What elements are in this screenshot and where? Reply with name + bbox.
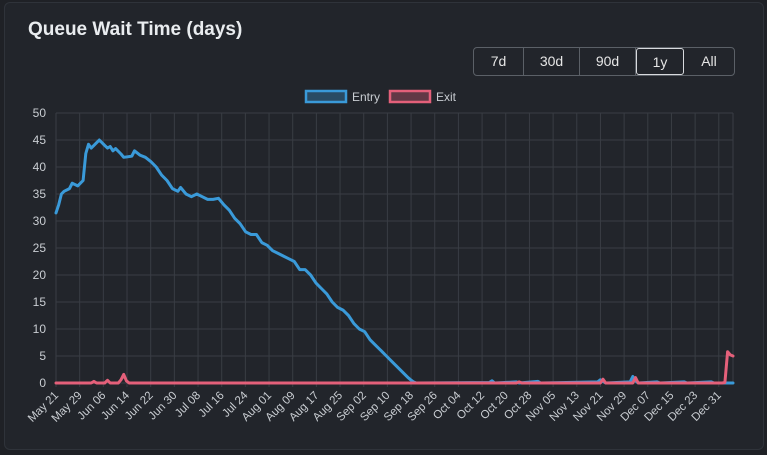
x-tick-label: Jul 08 bbox=[173, 390, 203, 420]
y-tick-label: 40 bbox=[33, 160, 47, 174]
y-tick-label: 10 bbox=[33, 322, 47, 336]
x-tick-label: Jul 16 bbox=[197, 390, 227, 420]
range-1y-button[interactable]: 1y bbox=[636, 48, 684, 75]
y-tick-label: 25 bbox=[33, 241, 47, 255]
y-tick-label: 5 bbox=[39, 349, 46, 363]
legend-label-exit: Exit bbox=[436, 90, 457, 104]
y-tick-label: 15 bbox=[33, 295, 47, 309]
series-line-entry bbox=[54, 138, 735, 385]
legend-label-entry: Entry bbox=[352, 90, 380, 104]
chart-title: Queue Wait Time (days) bbox=[28, 19, 243, 40]
time-range-selector: 7d 30d 90d 1y All bbox=[473, 47, 735, 76]
y-tick-label: 45 bbox=[33, 133, 47, 147]
chart-card: Queue Wait Time (days) bbox=[4, 2, 764, 450]
legend-swatch-entry bbox=[304, 89, 348, 104]
y-tick-label: 35 bbox=[33, 187, 47, 201]
range-all-button[interactable]: All bbox=[684, 48, 734, 75]
y-tick-label: 0 bbox=[39, 376, 46, 390]
y-tick-label: 20 bbox=[33, 268, 47, 282]
series-line-exit bbox=[54, 350, 735, 385]
range-7d-button[interactable]: 7d bbox=[474, 48, 524, 75]
y-tick-label: 50 bbox=[33, 106, 47, 120]
range-30d-button[interactable]: 30d bbox=[524, 48, 580, 75]
legend-swatch-exit bbox=[388, 89, 432, 104]
range-90d-button[interactable]: 90d bbox=[580, 48, 636, 75]
y-tick-label: 30 bbox=[33, 214, 47, 228]
